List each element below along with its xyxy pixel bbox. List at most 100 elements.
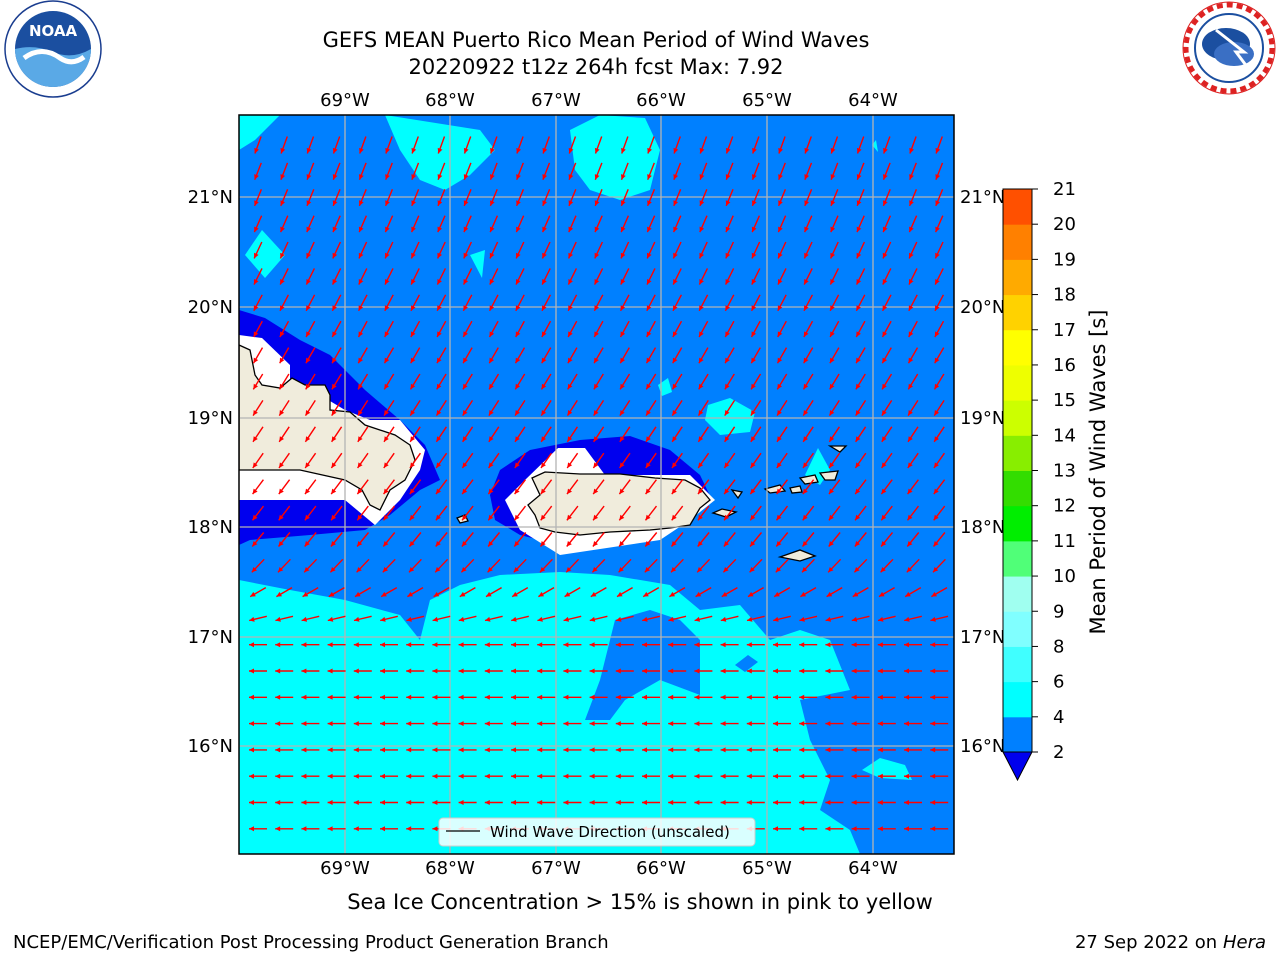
- wind-wave-arrowhead: [275, 694, 281, 700]
- wind-wave-arrowhead: [720, 747, 726, 753]
- colorbar-box: [1003, 435, 1032, 471]
- colorbar-tick-label: 17: [1053, 320, 1076, 341]
- wind-wave-arrowhead: [332, 252, 338, 259]
- wind-wave-arrowhead: [458, 616, 465, 622]
- wind-wave-arrowhead: [777, 410, 782, 416]
- wind-wave-arrowhead: [305, 410, 311, 416]
- wind-wave-arrowhead: [642, 616, 648, 622]
- wind-wave-arrowhead: [437, 226, 443, 233]
- wind-wave-arrowhead: [647, 226, 652, 233]
- wind-wave-arrowhead: [776, 541, 782, 547]
- lon-label: 69°W: [320, 90, 370, 111]
- wind-wave-arrowhead: [830, 174, 836, 180]
- wind-wave-arrowhead: [513, 567, 519, 573]
- wind-wave-arrowhead: [615, 721, 621, 727]
- wind-wave-arrowhead: [380, 800, 385, 805]
- wind-wave-arrowhead: [463, 331, 468, 337]
- wind-wave-arrowhead: [385, 252, 390, 259]
- wind-wave-arrowhead: [301, 616, 308, 622]
- wind-wave-arrow: [962, 216, 969, 232]
- wind-wave-arrowhead: [254, 279, 259, 285]
- wind-wave-arrowhead: [749, 567, 755, 573]
- wind-wave-arrowhead: [253, 436, 258, 442]
- wind-wave-arrowhead: [725, 200, 731, 206]
- wind-wave-arrowhead: [252, 541, 258, 547]
- wind-wave-arrowhead: [752, 147, 757, 154]
- wind-wave-arrowhead: [959, 567, 964, 572]
- wind-wave-arrowhead: [516, 252, 521, 259]
- wind-wave-arrowhead: [406, 721, 412, 727]
- wind-wave-arrowhead: [751, 279, 757, 285]
- wind-wave-arrowhead: [515, 305, 521, 311]
- wind-wave-arrowhead: [803, 383, 809, 390]
- wind-wave-arrowhead: [646, 305, 652, 311]
- wind-wave-arrowhead: [725, 252, 731, 259]
- wind-wave-arrowhead: [935, 200, 940, 206]
- colorbar-tick-label: 16: [1053, 355, 1076, 376]
- wind-wave-arrowhead: [359, 174, 364, 180]
- wind-wave-arrow: [957, 616, 975, 620]
- wind-wave-arrowhead: [353, 642, 359, 648]
- wind-wave-arrowhead: [328, 591, 335, 597]
- colorbar-tick-label: 19: [1053, 249, 1076, 270]
- wind-wave-arrowhead: [877, 826, 883, 832]
- nws-logo: [1182, 1, 1276, 95]
- wind-wave-arrowhead: [568, 226, 574, 233]
- wind-wave-arrowhead: [594, 252, 600, 259]
- wind-wave-arrowhead: [673, 200, 678, 206]
- wind-wave-arrowhead: [882, 383, 887, 390]
- wind-wave-arrowhead: [304, 567, 310, 573]
- wind-wave-arrowhead: [855, 383, 861, 390]
- wind-wave-arrowhead: [357, 514, 363, 521]
- wind-wave-arrowhead: [877, 721, 883, 727]
- wind-wave-arrowhead: [432, 800, 438, 805]
- wind-wave-arrowhead: [804, 252, 809, 259]
- wind-wave-arrowhead: [280, 279, 285, 285]
- wind-wave-arrowhead: [799, 826, 805, 832]
- wind-wave-arrowhead: [957, 617, 963, 622]
- wind-wave-arrowhead: [254, 174, 259, 180]
- wind-wave-arrowhead: [276, 591, 282, 597]
- wind-wave-arrowhead: [778, 174, 783, 180]
- wind-wave-arrowhead: [358, 305, 364, 311]
- colorbar-tick-label: 2: [1053, 742, 1064, 763]
- wind-wave-arrowhead: [825, 694, 831, 700]
- wind-wave-arrowhead: [856, 174, 862, 180]
- wind-wave-arrowhead: [382, 567, 388, 573]
- wind-wave-arrowhead: [647, 174, 652, 180]
- wind-wave-arrowhead: [357, 541, 363, 547]
- wind-wave-arrowhead: [881, 514, 887, 521]
- wind-wave-arrowhead: [647, 279, 652, 285]
- wind-wave-arrows: [249, 136, 975, 832]
- wind-wave-arrowhead: [385, 174, 390, 180]
- culebra: [730, 489, 744, 500]
- wind-wave-arrowhead: [406, 826, 412, 832]
- wind-wave-arrowhead: [514, 462, 520, 468]
- wind-wave-arrowhead: [301, 747, 307, 753]
- wind-wave-arrowhead: [751, 252, 757, 259]
- wind-wave-arrowhead: [799, 773, 805, 779]
- wind-wave-arrowhead: [907, 541, 913, 547]
- wind-wave-arrowhead: [253, 331, 259, 337]
- wind-wave-arrowhead: [327, 642, 333, 648]
- wind-wave-arrowhead: [594, 331, 599, 337]
- wind-wave-arrowhead: [249, 668, 254, 674]
- wind-wave-arrowhead: [830, 279, 835, 285]
- wind-wave-arrowhead: [856, 331, 861, 337]
- wind-wave-arrowhead: [432, 773, 438, 779]
- wind-wave-arrowhead: [904, 694, 909, 700]
- wind-wave-arrowhead: [566, 541, 572, 547]
- lat-label: 18°N: [960, 517, 1005, 538]
- wind-wave-arrowhead: [406, 800, 412, 805]
- wind-wave-arrowhead: [304, 514, 310, 521]
- wind-wave-arrowhead: [488, 541, 494, 547]
- wind-wave-arrowhead: [619, 462, 625, 468]
- wind-wave-arrowhead: [458, 721, 464, 727]
- wind-wave-arrowhead: [962, 174, 967, 180]
- wind-wave-arrowhead: [725, 357, 730, 364]
- wind-wave-arrow: [962, 242, 970, 258]
- wind-wave-arrowhead: [698, 357, 704, 364]
- wind-wave-arrowhead: [594, 174, 600, 180]
- wind-wave-arrowhead: [249, 721, 254, 727]
- wind-wave-arrowhead: [538, 591, 544, 597]
